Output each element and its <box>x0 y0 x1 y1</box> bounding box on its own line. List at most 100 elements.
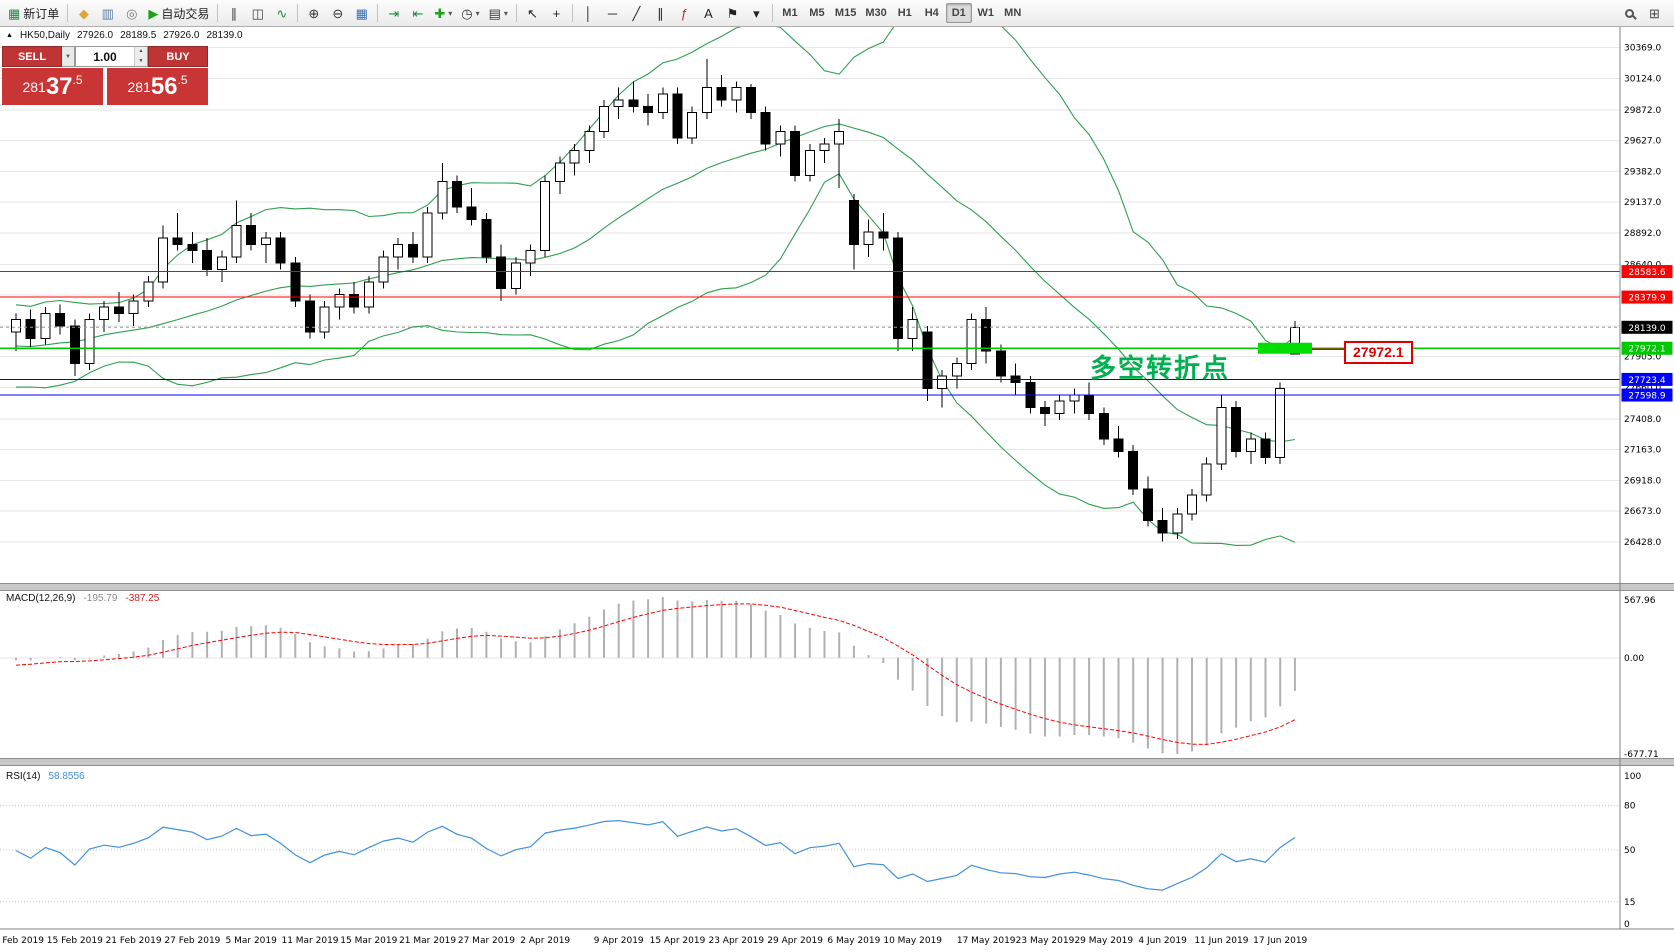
window-list-button[interactable]: ⊞ <box>1643 2 1666 24</box>
templates-icon: ▤ <box>488 5 501 21</box>
toolbar-separator <box>515 4 517 22</box>
timeframe-button-w1[interactable]: W1 <box>973 3 999 23</box>
window-list-icon: ⊞ <box>1649 5 1660 21</box>
zoom-out-button[interactable]: ⊖ <box>326 2 349 24</box>
buy-button[interactable]: BUY <box>148 46 208 67</box>
svg-text:2 Apr 2019: 2 Apr 2019 <box>520 936 570 946</box>
chart-canvas[interactable]: 30369.0 30124.0 29872.0 29627.0 29382.0 29137… <box>0 27 1674 952</box>
text-button[interactable]: A <box>697 2 720 24</box>
cursor-button[interactable]: ↖ <box>521 2 544 24</box>
volume-up-button[interactable]: ▲ <box>135 47 147 57</box>
timeframe-button-m15[interactable]: M15 <box>831 3 860 23</box>
periods-button[interactable]: ◷ ▾ <box>457 2 483 24</box>
bar-chart-icon: ∥ <box>230 5 238 21</box>
crosshair-icon: + <box>552 5 561 21</box>
templates-button[interactable]: ▤ ▾ <box>485 2 512 24</box>
svg-text:28892.0: 28892.0 <box>1624 229 1661 239</box>
auto-scroll-button[interactable]: ⇥ <box>382 2 405 24</box>
svg-text:27972.1: 27972.1 <box>1628 345 1665 355</box>
indicators-icon: ✚ <box>434 5 446 21</box>
svg-text:29382.0: 29382.0 <box>1624 167 1661 177</box>
tile-windows-button[interactable]: ▦ <box>350 2 373 24</box>
svg-text:28139.0: 28139.0 <box>1628 324 1665 334</box>
toolbar-separator <box>217 4 219 22</box>
bollinger-bands-layer <box>15 27 1296 546</box>
buy-price-panel[interactable]: 281 56.5 <box>107 68 208 105</box>
indicators-button[interactable]: ✚ ▾ <box>430 2 456 24</box>
horizontal-line-button[interactable]: ─ <box>601 2 624 24</box>
market-watch-button[interactable]: ◆ <box>72 2 95 24</box>
svg-text:27163.0: 27163.0 <box>1624 446 1661 456</box>
sell-button[interactable]: SELL <box>2 46 62 67</box>
current-price-line: 28139.0 <box>0 320 1673 334</box>
quote-high: 28189.5 <box>120 30 157 41</box>
svg-text:28379.9: 28379.9 <box>1628 294 1665 304</box>
new-order-icon: ▦ <box>8 5 21 21</box>
volume-dropdown-button[interactable]: ▼ <box>62 46 75 67</box>
svg-text:29 Apr 2019: 29 Apr 2019 <box>767 936 823 946</box>
data-window-button[interactable]: ▥ <box>96 2 119 24</box>
hline-27972.1[interactable]: 27972.1 <box>0 341 1673 355</box>
fibonacci-button[interactable]: ƒ <box>673 2 696 24</box>
annotation-price-callout[interactable]: 27972.1 <box>1344 341 1413 364</box>
data-window-icon: ▥ <box>101 5 114 21</box>
timeframe-button-m5[interactable]: M5 <box>804 3 830 23</box>
timeframe-button-mn[interactable]: MN <box>1000 3 1026 23</box>
line-chart-button[interactable]: ∿ <box>270 2 293 24</box>
annotation-marker[interactable] <box>1258 342 1344 354</box>
autotrading-button[interactable]: ▶ 自动交易 <box>144 2 213 24</box>
bar-chart-button[interactable]: ∥ <box>222 2 245 24</box>
vertical-line-button[interactable]: │ <box>577 2 600 24</box>
quote-symbol: HK50,Daily <box>19 30 70 41</box>
macd-name: MACD(12,26,9) <box>6 593 76 604</box>
svg-text:100: 100 <box>1624 772 1641 782</box>
hline-28583.6[interactable]: 28583.6 <box>0 265 1673 279</box>
channel-button[interactable]: ∥ <box>649 2 672 24</box>
timeframe-button-m1[interactable]: M1 <box>777 3 803 23</box>
annotation-text[interactable]: 多空转折点 <box>1090 354 1231 384</box>
svg-text:0.00: 0.00 <box>1624 654 1644 664</box>
zoom-in-button[interactable]: ⊕ <box>302 2 325 24</box>
svg-text:15 Feb 2019: 15 Feb 2019 <box>47 936 103 946</box>
hline-27598.9[interactable]: 27598.9 <box>0 388 1673 402</box>
candlestick-chart-button[interactable]: ◫ <box>246 2 269 24</box>
svg-text:-677.71: -677.71 <box>1624 750 1659 760</box>
svg-text:11 Feb 2019: 11 Feb 2019 <box>0 936 44 946</box>
svg-text:5 Mar 2019: 5 Mar 2019 <box>226 936 278 946</box>
svg-text:30124.0: 30124.0 <box>1624 74 1661 84</box>
new-order-button[interactable]: ▦ 新订单 <box>4 2 63 24</box>
crosshair-button[interactable]: + <box>545 2 568 24</box>
caret-icon: ▾ <box>503 8 508 18</box>
volume-down-button[interactable]: ▼ <box>135 56 147 66</box>
shapes-button[interactable]: ▾ <box>745 2 768 24</box>
svg-text:6 May 2019: 6 May 2019 <box>827 936 880 946</box>
volume-input[interactable] <box>76 47 134 66</box>
symbol-search-button[interactable] <box>1618 2 1641 24</box>
timeframe-button-h4[interactable]: H4 <box>919 3 945 23</box>
shapes-icon: ▾ <box>753 5 760 21</box>
chart-shift-button[interactable]: ⇤ <box>406 2 429 24</box>
svg-text:27598.9: 27598.9 <box>1628 392 1665 402</box>
svg-text:10 May 2019: 10 May 2019 <box>883 936 942 946</box>
sell-price-panel[interactable]: 281 37.5 <box>2 68 103 105</box>
hline-27723.4[interactable]: 27723.4 <box>0 372 1673 386</box>
rsi-value: 58.8556 <box>48 771 85 782</box>
timeframe-button-m30[interactable]: M30 <box>861 3 890 23</box>
svg-text:15 Mar 2019: 15 Mar 2019 <box>340 936 397 946</box>
svg-text:0: 0 <box>1624 920 1630 930</box>
timeframe-button-h1[interactable]: H1 <box>892 3 918 23</box>
chart-workspace[interactable]: 30369.0 30124.0 29872.0 29627.0 29382.0 29137… <box>0 27 1674 952</box>
trendline-button[interactable]: ╱ <box>625 2 648 24</box>
navigator-button[interactable]: ◎ <box>120 2 143 24</box>
quote-close: 28139.0 <box>206 30 243 41</box>
svg-text:80: 80 <box>1624 802 1636 812</box>
timeframe-button-d1[interactable]: D1 <box>945 3 972 23</box>
hline-28379.9[interactable]: 28379.9 <box>0 290 1673 304</box>
panel-separators[interactable] <box>0 583 1674 766</box>
text-icon: A <box>704 5 713 21</box>
label-button[interactable]: ⚑ <box>721 2 744 24</box>
vertical-line-icon: │ <box>584 5 593 21</box>
macd-label: MACD(12,26,9) -195.79 -387.25 <box>6 593 159 604</box>
